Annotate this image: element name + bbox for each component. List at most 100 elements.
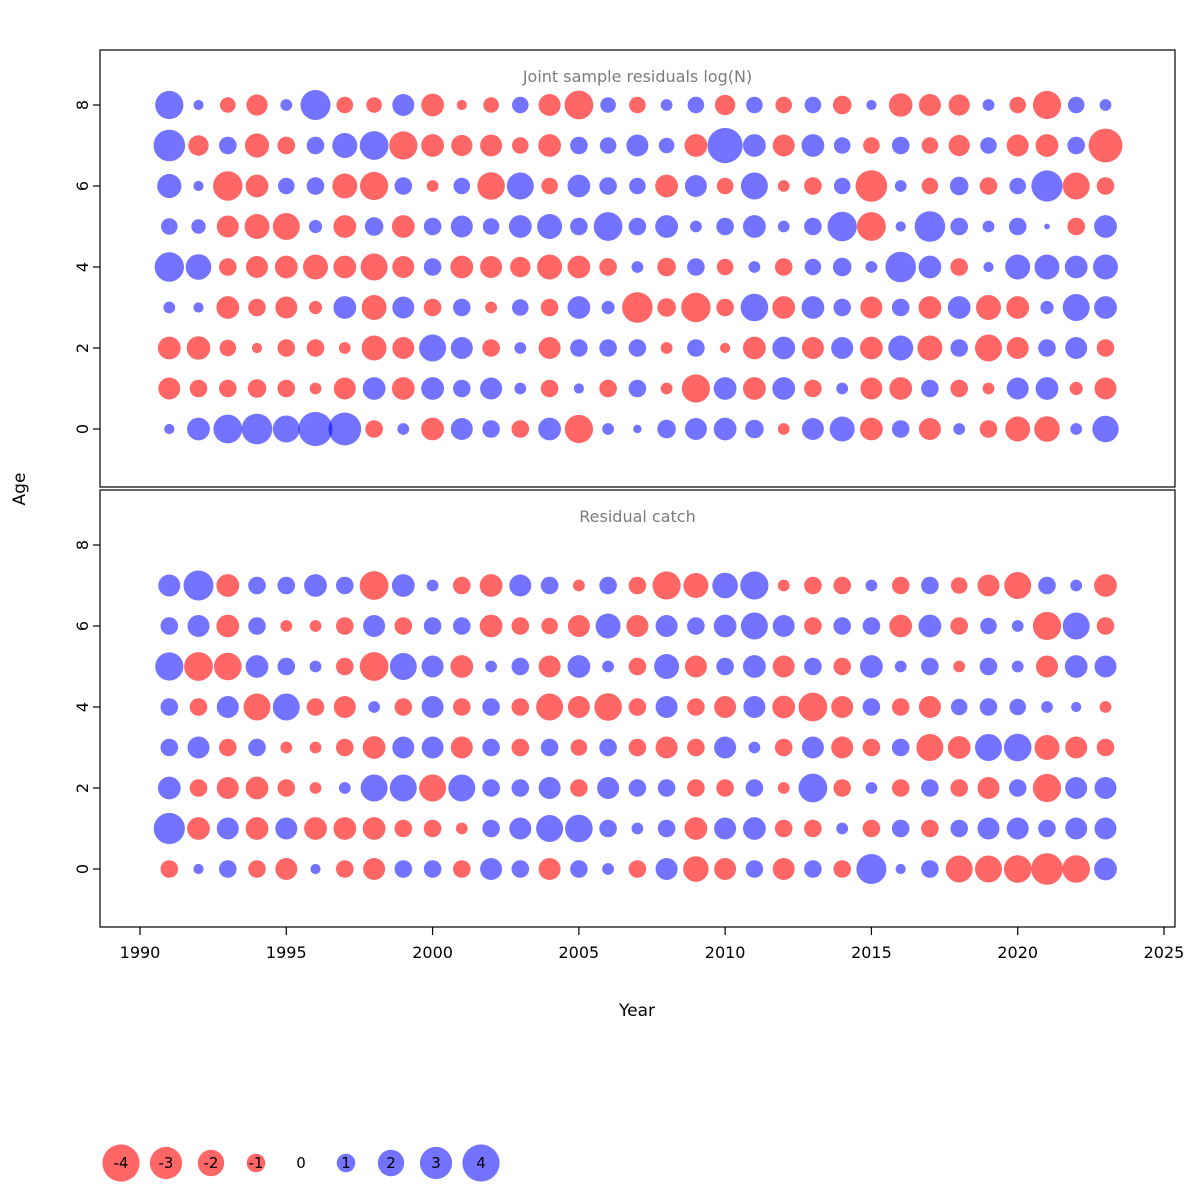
residual-bubble xyxy=(336,576,354,595)
residual-bubble xyxy=(1067,217,1085,236)
residual-bubble xyxy=(453,860,471,878)
residual-bubble xyxy=(538,417,561,441)
residual-bubble xyxy=(423,298,442,317)
residual-bubble xyxy=(654,654,680,679)
residual-bubble xyxy=(804,819,822,838)
residual-bubble xyxy=(479,574,503,597)
residual-bubble xyxy=(595,613,621,639)
residual-bubble xyxy=(570,136,588,155)
residual-bubble xyxy=(600,97,616,113)
residual-bubble xyxy=(1008,779,1027,797)
residual-bubble xyxy=(1092,415,1119,443)
residual-bubble xyxy=(362,817,386,840)
residual-bubble xyxy=(189,698,208,716)
residual-bubble xyxy=(160,617,179,635)
residual-bubble xyxy=(564,414,594,444)
residual-bubble xyxy=(599,258,617,276)
residual-bubble xyxy=(1004,572,1032,599)
residual-bubble xyxy=(888,335,914,361)
residual-bubble xyxy=(1009,96,1026,114)
residual-bubble xyxy=(743,817,766,840)
residual-bubble xyxy=(391,377,415,400)
residual-bubble xyxy=(628,698,647,716)
residual-bubble xyxy=(980,137,997,154)
residual-bubble xyxy=(1031,853,1063,885)
residual-bubble xyxy=(421,696,444,718)
residual-bubble xyxy=(275,858,298,880)
x-tick-label: 2005 xyxy=(558,943,599,962)
residual-bubble xyxy=(687,96,705,114)
residual-bubble xyxy=(1065,337,1088,359)
residual-bubble xyxy=(628,657,647,676)
residual-bubble xyxy=(1034,254,1060,280)
residual-bubble xyxy=(831,696,854,718)
residual-bubble xyxy=(748,261,761,273)
residual-bubble xyxy=(216,777,239,799)
residual-bubble xyxy=(1094,655,1117,678)
residual-bubble xyxy=(298,411,333,447)
residual-bubble xyxy=(306,339,325,357)
residual-bubble xyxy=(219,136,237,155)
residual-bubble xyxy=(389,653,417,680)
residual-bubble xyxy=(774,738,793,757)
residual-bubble xyxy=(1034,735,1060,760)
residual-bubble xyxy=(450,736,473,759)
residual-bubble xyxy=(687,698,705,716)
residual-bubble xyxy=(1006,134,1029,157)
residual-bubble xyxy=(950,258,968,276)
residual-bubble xyxy=(918,614,942,638)
residual-bubble xyxy=(975,734,1002,761)
residual-bubble xyxy=(511,617,530,635)
residual-bubble xyxy=(777,782,790,794)
residual-bubble xyxy=(482,819,500,838)
residual-bubble xyxy=(163,301,176,314)
residual-bubble xyxy=(921,860,939,878)
residual-bubble xyxy=(655,696,678,718)
residual-bubble xyxy=(777,423,790,435)
residual-bubble xyxy=(602,660,614,673)
residual-bubble xyxy=(397,423,410,435)
residual-bubble xyxy=(832,95,852,115)
residual-bubble xyxy=(511,779,530,797)
residual-bubble xyxy=(1094,574,1117,597)
residual-bubble xyxy=(918,255,942,279)
residual-bubble xyxy=(187,417,210,441)
residual-bubble xyxy=(1099,99,1112,111)
panel-title: Joint sample residuals log(N) xyxy=(522,67,752,86)
residual-bubble xyxy=(573,383,585,394)
residual-bubble xyxy=(482,738,500,757)
legend-bubble xyxy=(377,1149,405,1177)
residual-bubble xyxy=(862,819,881,838)
y-tick-label: 6 xyxy=(73,621,92,631)
residual-bubble xyxy=(248,617,266,635)
residual-bubble xyxy=(359,571,389,600)
residual-bubble xyxy=(801,736,824,759)
residual-bubble xyxy=(950,577,968,594)
residual-bubble xyxy=(891,298,910,317)
residual-bubble xyxy=(918,696,941,718)
residual-bubble xyxy=(707,127,743,164)
residual-bubble xyxy=(1036,655,1058,678)
residual-bubble xyxy=(982,382,995,395)
residual-bubble xyxy=(243,693,271,721)
residual-bubble xyxy=(392,94,415,116)
residual-bubble xyxy=(419,334,447,362)
residual-bubble xyxy=(241,413,273,445)
residual-bubble xyxy=(423,217,442,236)
residual-bubble xyxy=(891,576,910,595)
residual-bubble xyxy=(187,736,210,759)
residual-bubble xyxy=(540,298,559,317)
panel-border xyxy=(99,49,1176,488)
residual-bubble xyxy=(857,212,886,241)
residual-bubble xyxy=(979,420,998,438)
residual-bubble xyxy=(862,698,881,716)
residual-bubble xyxy=(362,377,386,400)
residual-bubble xyxy=(456,99,467,111)
residual-bubble xyxy=(921,576,939,595)
residual-bubble xyxy=(160,698,179,716)
residual-bubble xyxy=(1096,738,1115,757)
residual-bubble xyxy=(1008,217,1027,236)
residual-bubble xyxy=(895,863,906,875)
residual-bubble xyxy=(950,779,968,797)
